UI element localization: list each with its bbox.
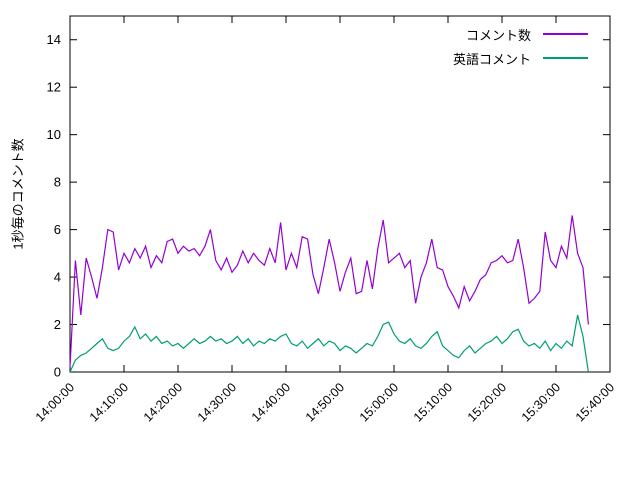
legend: コメント数 英語コメント (453, 22, 588, 70)
x-tick-label: 14:50:00 (303, 380, 347, 424)
y-tick-label: 8 (54, 175, 61, 190)
legend-label-english-comment: 英語コメント (452, 51, 531, 67)
y-tick-label: 0 (54, 365, 61, 380)
y-tick-label: 12 (47, 80, 61, 95)
series-lines (69, 215, 589, 373)
x-tick-label: 14:10:00 (87, 380, 131, 424)
x-axis-ticks (69, 16, 611, 372)
legend-label-comment-count: コメント数 (465, 27, 531, 43)
x-tick-label: 15:30:00 (519, 380, 563, 424)
x-tick-label: 15:20:00 (465, 380, 509, 424)
x-tick-label: 14:20:00 (141, 380, 185, 424)
y-tick-label: 10 (47, 127, 61, 142)
x-tick-label: 14:40:00 (249, 380, 293, 424)
legend-item-comment-count: コメント数 (453, 22, 588, 46)
x-tick-label: 15:00:00 (357, 380, 401, 424)
series-line-0 (69, 215, 589, 368)
legend-item-english-comment: 英語コメント (453, 46, 588, 70)
x-tick-label: 14:30:00 (195, 380, 239, 424)
y-tick-label: 2 (54, 317, 61, 332)
y-axis-title: 1秒毎のコメント数 (10, 138, 26, 250)
x-tick-label: 15:40:00 (573, 380, 617, 424)
legend-line-sample-english-comment (543, 57, 588, 59)
y-tick-label: 4 (54, 270, 61, 285)
legend-line-sample-comment-count (543, 33, 588, 35)
y-tick-label: 6 (54, 222, 61, 237)
y-tick-label: 14 (47, 32, 61, 47)
y-axis-ticks (70, 39, 610, 373)
y-axis-tick-labels: 0 2 4 6 8 10 12 14 (47, 32, 61, 379)
x-tick-label: 15:10:00 (411, 380, 455, 424)
series-line-1 (69, 314, 589, 373)
x-tick-label: 14:00:00 (33, 380, 77, 424)
x-axis-tick-labels: 14:00:00 14:10:00 14:20:00 14:30:00 14:40:00… (33, 380, 617, 424)
